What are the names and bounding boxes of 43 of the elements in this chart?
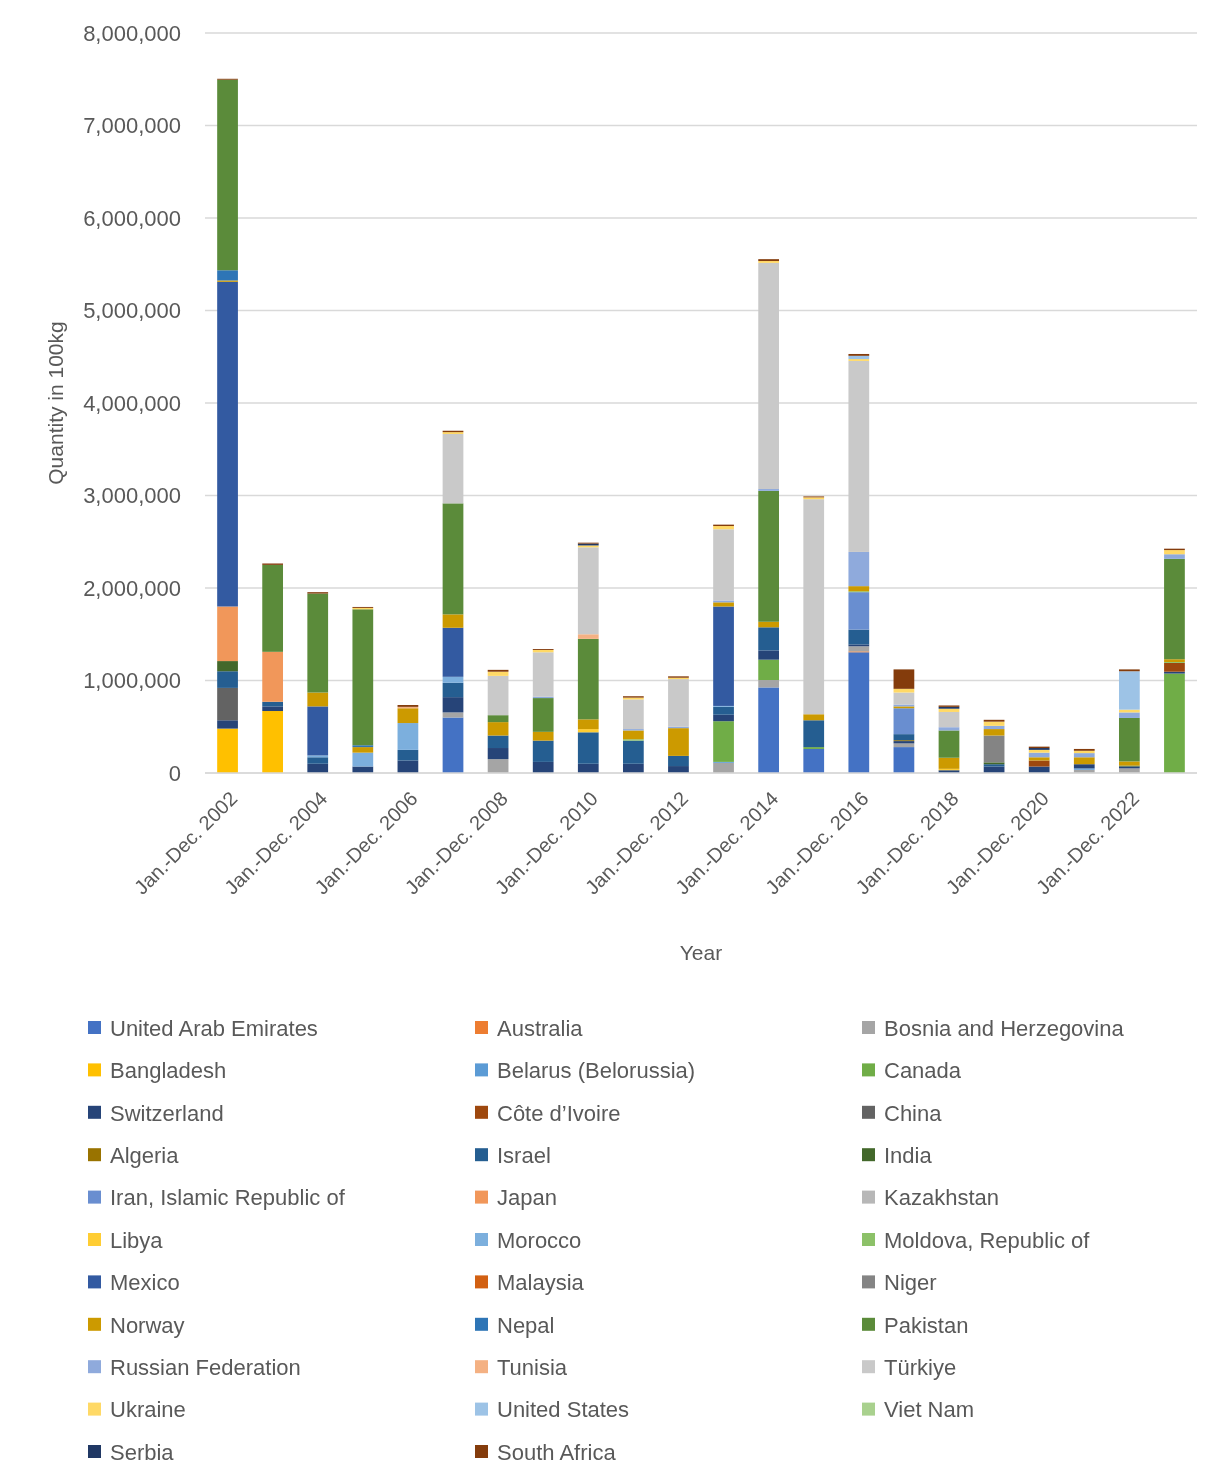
legend-label: Libya	[110, 1227, 164, 1253]
y-tick-label: 5,000,000	[83, 298, 181, 324]
legend-label: Kazakhstan	[884, 1185, 999, 1211]
legend-label: Bangladesh	[110, 1058, 227, 1084]
legend-label: United Arab Emirates	[110, 1015, 318, 1041]
legend-label: Pakistan	[884, 1312, 969, 1338]
legend-label: Japan	[497, 1185, 557, 1211]
legend-label: Belarus (Belorussia)	[497, 1058, 696, 1084]
legend-label: Ukraine	[110, 1397, 186, 1423]
legend-label: United States	[497, 1397, 630, 1423]
legend-label: Israel	[497, 1142, 551, 1168]
x-axis-title: Year	[679, 941, 723, 964]
y-axis-title: Quantity in 100kg	[44, 321, 68, 485]
legend-label: Nepal	[497, 1312, 555, 1338]
y-tick-label: 8,000,000	[83, 20, 181, 46]
legend-label: Moldova, Republic of	[884, 1227, 1091, 1253]
y-tick-label: 4,000,000	[83, 390, 181, 416]
legend-label: Australia	[497, 1015, 584, 1041]
legend-label: Viet Nam	[884, 1397, 975, 1423]
legend-label: Côte d’Ivoire	[497, 1100, 621, 1126]
legend-label: Canada	[884, 1058, 962, 1084]
legend-label: Switzerland	[110, 1100, 224, 1126]
legend-label: Tunisia	[497, 1354, 568, 1380]
legend-label: Malaysia	[497, 1270, 585, 1296]
legend-label: Türkiye	[884, 1354, 957, 1380]
legend-label: China	[884, 1100, 943, 1126]
legend-label: Niger	[884, 1270, 937, 1296]
y-tick-label: 0	[168, 760, 181, 786]
legend-label: India	[884, 1142, 933, 1168]
y-tick-label: 1,000,000	[83, 668, 181, 694]
legend-label: Morocco	[497, 1227, 582, 1253]
y-tick-label: 6,000,000	[83, 205, 181, 231]
y-tick-label: 2,000,000	[83, 575, 181, 601]
legend-label: Serbia	[110, 1439, 175, 1465]
legend-label: Iran, Islamic Republic of	[110, 1185, 346, 1211]
legend-label: Russian Federation	[110, 1354, 301, 1380]
legend-label: Norway	[110, 1312, 185, 1338]
legend-label: Mexico	[110, 1270, 180, 1296]
y-tick-label: 7,000,000	[83, 113, 181, 139]
legend-label: South Africa	[497, 1439, 617, 1465]
legend-label: Algeria	[110, 1142, 180, 1168]
y-tick-label: 3,000,000	[83, 483, 181, 509]
legend-label: Bosnia and Herzegovina	[884, 1015, 1125, 1041]
